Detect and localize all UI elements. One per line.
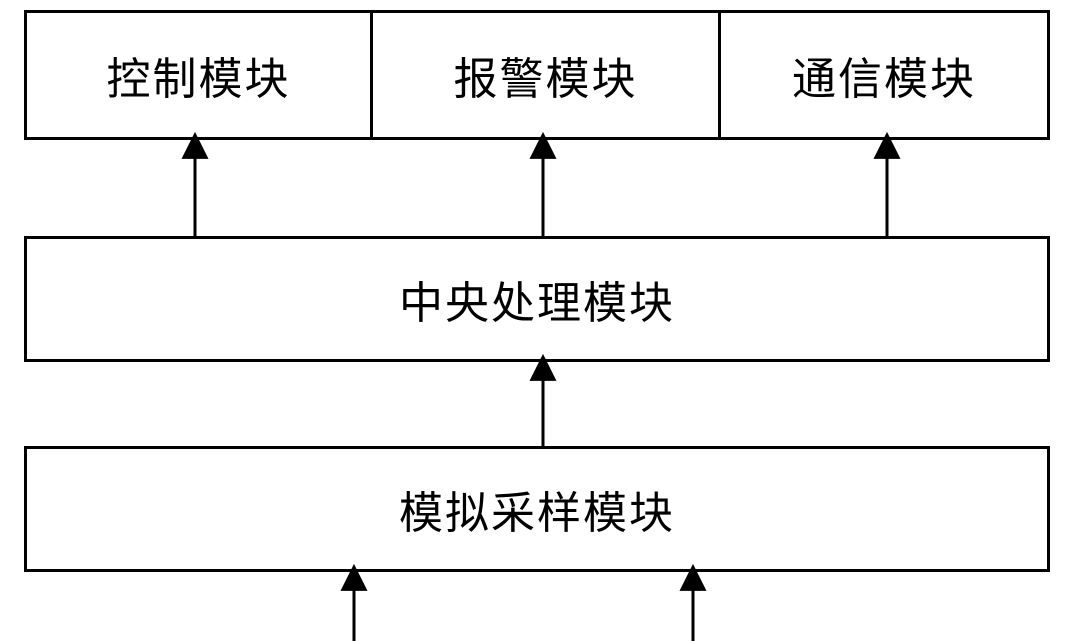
cpu-module-label: 中央处理模块 [399,267,675,331]
cpu-module-box: 中央处理模块 [24,236,1050,362]
alarm-module-label: 报警模块 [454,43,638,107]
top-row: 控制模块 报警模块 通信模块 [24,10,1050,140]
comm-module-box: 通信模块 [721,10,1050,140]
control-module-box: 控制模块 [24,10,373,140]
comm-module-label: 通信模块 [792,43,976,107]
sample-module-label: 模拟采样模块 [399,477,675,541]
sample-module-box: 模拟采样模块 [24,446,1050,572]
control-module-label: 控制模块 [107,43,291,107]
alarm-module-box: 报警模块 [373,10,721,140]
